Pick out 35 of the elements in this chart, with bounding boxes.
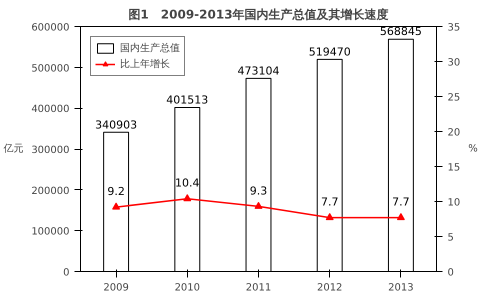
y2-tick-label: 30 (448, 58, 460, 68)
x-tick-label: 2011 (246, 282, 272, 293)
x-tick-label: 2013 (388, 282, 414, 293)
y2-tick-label: 20 (448, 128, 460, 138)
y-tick-label: 0 (63, 268, 70, 278)
data-label: 9.3 (250, 184, 268, 198)
data-label: 519470 (308, 45, 351, 58)
y2-tick-label: 35 (448, 22, 460, 34)
y2-tick-label: 0 (448, 268, 454, 278)
y-tick-label: 200000 (31, 186, 70, 197)
data-label: 10.4 (175, 176, 200, 190)
data-label: 568845 (380, 25, 422, 38)
y2-tick-label: 5 (448, 232, 454, 244)
x-tick-label: 2010 (174, 282, 200, 293)
legend-label: 比上年增长 (120, 58, 170, 71)
data-label: 9.2 (107, 185, 125, 198)
y-tick-label: 300000 (31, 145, 70, 156)
data-label: 7.7 (320, 196, 338, 209)
legend-label: 国内生产总值 (120, 42, 180, 55)
x-tick-label: 2009 (103, 282, 129, 293)
y-tick-label: 400000 (31, 104, 70, 116)
y-axis-title: 亿元 (2, 144, 24, 154)
data-label: 340903 (95, 118, 138, 132)
y2-tick-label: 10 (448, 198, 460, 208)
data-label: 473104 (238, 64, 280, 78)
y-tick-label: 600000 (31, 22, 70, 34)
y2-tick-label: 15 (448, 162, 460, 174)
chart-title: 图1 2009-2013年国内生产总值及其增长速度 (128, 8, 389, 22)
x-tick-label: 2012 (316, 282, 342, 293)
y-tick-label: 500000 (31, 63, 70, 74)
y2-tick-label: 25 (448, 92, 460, 104)
data-label: 401513 (166, 94, 208, 107)
y2-axis-title: % (468, 144, 478, 154)
data-label: 7.7 (392, 196, 410, 209)
y-tick-label: 100000 (31, 226, 70, 238)
